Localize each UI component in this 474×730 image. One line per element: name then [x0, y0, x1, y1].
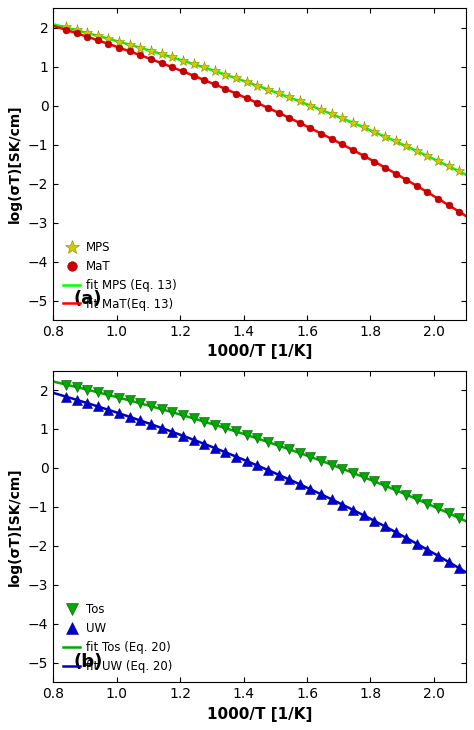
X-axis label: 1000/T [1/K]: 1000/T [1/K]: [207, 707, 312, 722]
X-axis label: 1000/T [1/K]: 1000/T [1/K]: [207, 345, 312, 359]
Text: (b): (b): [74, 653, 103, 671]
Legend: MPS, MaT, fit MPS (Eq. 13), fit MaT(Eq. 13): MPS, MaT, fit MPS (Eq. 13), fit MaT(Eq. …: [59, 237, 181, 314]
Y-axis label: log(σT)[SK/cm]: log(σT)[SK/cm]: [9, 105, 22, 223]
Legend: Tos, UW, fit Tos (Eq. 20), fit UW (Eq. 20): Tos, UW, fit Tos (Eq. 20), fit UW (Eq. 2…: [59, 599, 176, 677]
Y-axis label: log(σT)[SK/cm]: log(σT)[SK/cm]: [9, 467, 22, 585]
Text: (a): (a): [74, 291, 102, 309]
